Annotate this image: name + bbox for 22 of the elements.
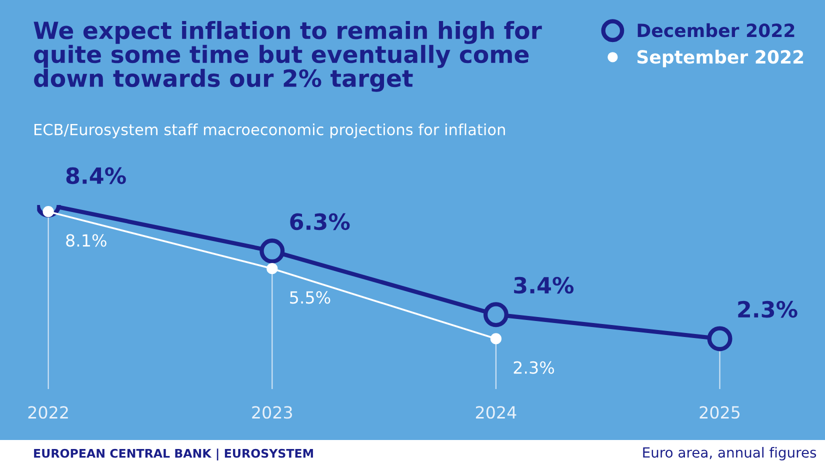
point <box>707 326 732 352</box>
data-label: 8.4% <box>66 167 126 184</box>
data-label: 6.3% <box>290 213 350 230</box>
data-label: 8.1% <box>66 234 106 247</box>
point <box>266 263 278 274</box>
point <box>260 238 285 264</box>
x-tick-label: 2025 <box>700 406 740 419</box>
chart-subtitle: ECB/Eurosystem staff macroeconomic projections for inflation <box>34 123 505 138</box>
point <box>490 333 502 344</box>
data-label: 2.3% <box>514 361 554 374</box>
x-tick-label: 2023 <box>252 406 292 419</box>
text: EUROPEAN CENTRAL BANK | EUROSYSTEM <box>34 448 313 460</box>
x-tick-label: 2024 <box>476 406 516 419</box>
data-label: 5.5% <box>290 291 330 304</box>
data-label: 3.4% <box>514 276 574 294</box>
text: Euro area, annual figures <box>643 446 816 460</box>
x-tick-label: 2022 <box>28 406 68 419</box>
data-label: 2.3% <box>738 300 798 318</box>
legend-label: September 2022 <box>637 50 804 68</box>
chart-title: We expect inflation to remain high for quite some time but eventually come down towards our 2% target <box>34 20 542 92</box>
point <box>483 302 508 328</box>
legend-label: December 2022 <box>638 23 794 38</box>
